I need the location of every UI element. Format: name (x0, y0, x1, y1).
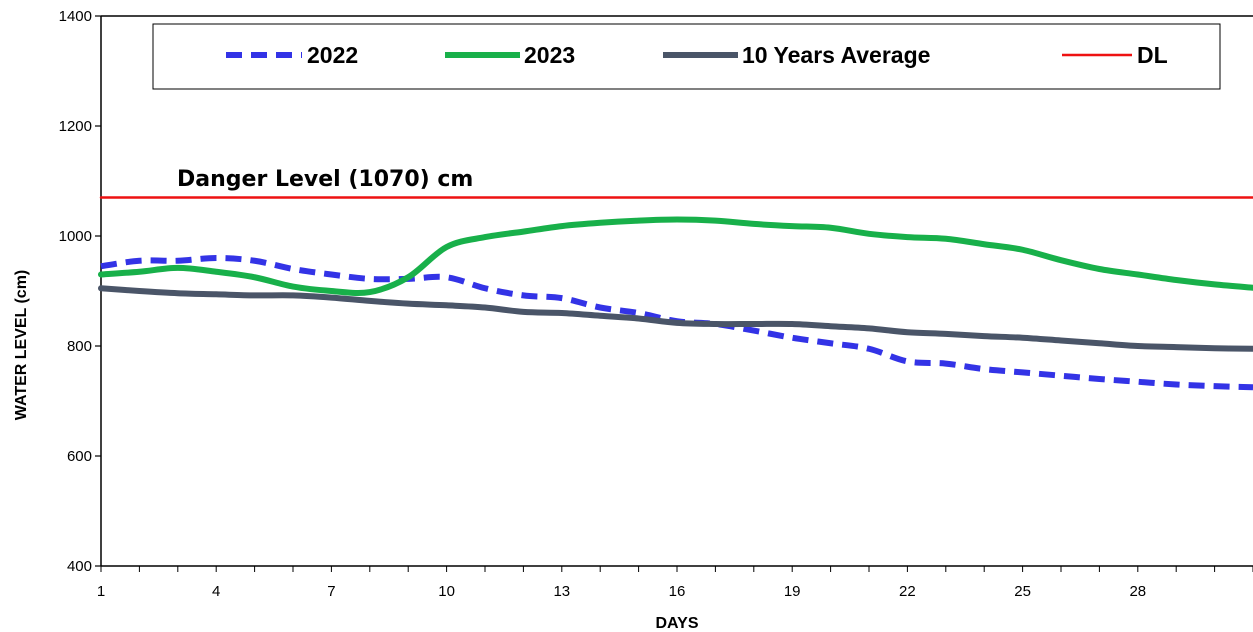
x-axis-title: DAYS (656, 615, 699, 632)
y-tick-label: 1000 (59, 228, 92, 245)
x-tick-label: 22 (899, 583, 916, 600)
x-tick-label: 13 (553, 583, 570, 600)
plot-area: 400 600 800 1000 1200 1400 1 4 7 10 13 16 19 22 25 28 (59, 8, 1253, 600)
series-line-2 (98, 285, 1253, 352)
x-tick-label: 4 (212, 583, 220, 600)
x-tick-label: 28 (1129, 583, 1146, 600)
series-line-1 (98, 216, 1253, 297)
y-tick-label: 600 (67, 448, 92, 465)
legend-label-0: 2022 (307, 42, 358, 68)
y-axis-title: WATER LEVEL (cm) (13, 270, 30, 421)
y-tick-label: 400 (67, 558, 92, 575)
series-lines (98, 196, 1253, 391)
x-tick-label: 19 (784, 583, 801, 600)
x-tick-label: 7 (327, 583, 335, 600)
x-tick-label: 16 (669, 583, 686, 600)
x-tick-label: 25 (1014, 583, 1031, 600)
legend-items: 2022 2023 10 Years Average DL (226, 42, 1168, 68)
x-ticks: 1 4 7 10 13 16 19 22 25 28 (97, 566, 1253, 600)
y-tick-label: 1200 (59, 118, 92, 135)
legend-label-1: 2023 (524, 42, 575, 68)
legend-label-3: DL (1137, 42, 1168, 68)
legend-label-2: 10 Years Average (742, 42, 930, 68)
x-tick-label: 10 (438, 583, 455, 600)
legend: 2022 2023 10 Years Average DL (152, 23, 1221, 90)
x-tick-label: 1 (97, 583, 105, 600)
y-ticks: 400 600 800 1000 1200 1400 (59, 8, 101, 575)
danger-level-annotation: Danger Level (1070) cm (177, 167, 473, 192)
y-tick-label: 1400 (59, 8, 92, 25)
y-tick-label: 800 (67, 338, 92, 355)
